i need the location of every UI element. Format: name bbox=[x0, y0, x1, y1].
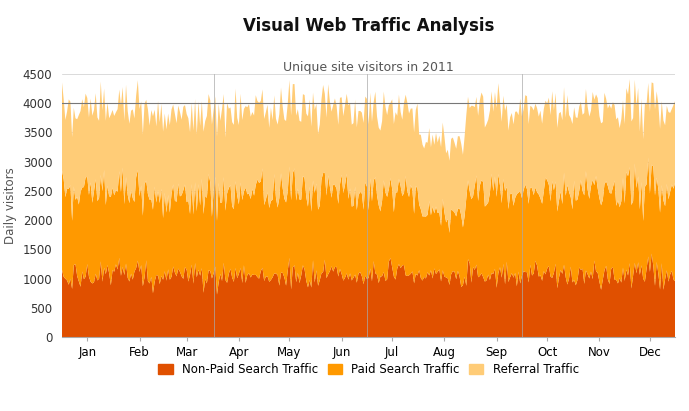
Legend: Non-Paid Search Traffic, Paid Search Traffic, Referral Traffic: Non-Paid Search Traffic, Paid Search Tra… bbox=[154, 359, 584, 381]
Title: Unique site visitors in 2011: Unique site visitors in 2011 bbox=[283, 61, 454, 74]
Text: Visual Web Traffic Analysis: Visual Web Traffic Analysis bbox=[243, 17, 494, 35]
Y-axis label: Daily visitors: Daily visitors bbox=[4, 167, 17, 244]
